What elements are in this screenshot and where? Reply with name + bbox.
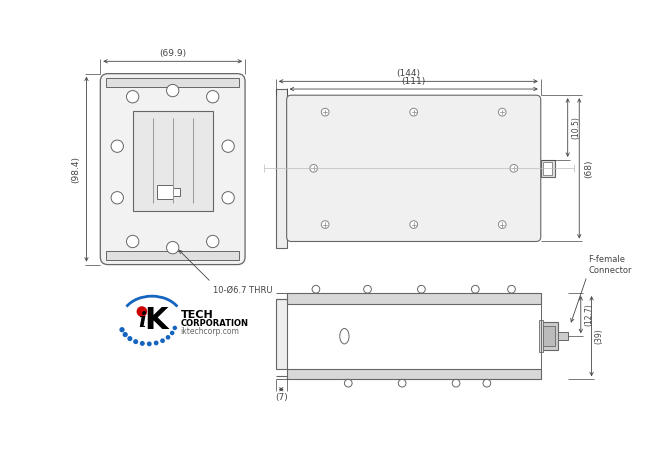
- Text: iktechcorp.com: iktechcorp.com: [180, 327, 239, 336]
- Text: F-female
Connector: F-female Connector: [589, 255, 632, 274]
- Bar: [286, 293, 541, 304]
- Bar: [157, 185, 173, 199]
- Bar: [276, 89, 286, 247]
- Circle shape: [134, 340, 137, 343]
- Circle shape: [206, 90, 219, 103]
- Circle shape: [127, 235, 139, 247]
- Circle shape: [137, 307, 147, 316]
- Circle shape: [472, 285, 479, 293]
- Text: K: K: [144, 306, 168, 336]
- Text: (7): (7): [275, 393, 288, 402]
- Circle shape: [510, 164, 517, 172]
- Circle shape: [321, 221, 329, 228]
- Text: (144): (144): [396, 69, 420, 78]
- Circle shape: [127, 90, 139, 103]
- Text: (111): (111): [402, 77, 426, 86]
- Circle shape: [321, 108, 329, 116]
- Circle shape: [120, 328, 124, 332]
- FancyBboxPatch shape: [286, 95, 541, 241]
- Text: (39): (39): [595, 329, 604, 344]
- Bar: [173, 188, 180, 196]
- Circle shape: [166, 241, 179, 254]
- Text: (10.5): (10.5): [571, 116, 580, 139]
- Circle shape: [206, 235, 219, 247]
- Bar: [557, 332, 569, 340]
- Text: (98.4): (98.4): [71, 156, 80, 183]
- Circle shape: [483, 379, 491, 387]
- Circle shape: [507, 285, 515, 293]
- Text: 10-Ø6.7 THRU: 10-Ø6.7 THRU: [212, 286, 272, 295]
- Bar: [541, 322, 557, 350]
- Circle shape: [410, 221, 418, 228]
- Bar: [107, 251, 239, 260]
- Circle shape: [310, 164, 318, 172]
- Circle shape: [498, 108, 506, 116]
- Circle shape: [111, 192, 123, 204]
- Circle shape: [123, 333, 127, 336]
- Circle shape: [410, 108, 418, 116]
- Bar: [107, 78, 239, 88]
- Bar: [133, 110, 212, 211]
- Circle shape: [498, 221, 506, 228]
- Circle shape: [222, 192, 234, 204]
- Circle shape: [364, 285, 372, 293]
- Circle shape: [312, 285, 320, 293]
- Circle shape: [148, 342, 151, 346]
- Circle shape: [418, 285, 426, 293]
- Text: (69.9): (69.9): [159, 49, 186, 58]
- Text: i: i: [138, 311, 146, 331]
- Bar: [543, 162, 552, 174]
- Circle shape: [128, 337, 132, 341]
- Circle shape: [166, 84, 179, 97]
- Text: (12.7): (12.7): [584, 303, 593, 326]
- Circle shape: [161, 339, 165, 343]
- Bar: [541, 160, 555, 177]
- Circle shape: [155, 341, 158, 345]
- Bar: [543, 326, 555, 346]
- Bar: [286, 369, 541, 379]
- Circle shape: [173, 326, 176, 329]
- Bar: [539, 320, 543, 352]
- Circle shape: [222, 140, 234, 152]
- Circle shape: [166, 336, 170, 339]
- Bar: [276, 299, 286, 369]
- Circle shape: [111, 140, 123, 152]
- Circle shape: [398, 379, 406, 387]
- Text: TECH: TECH: [180, 309, 213, 320]
- Text: CORPORATION: CORPORATION: [180, 319, 248, 328]
- Circle shape: [452, 379, 460, 387]
- Circle shape: [141, 342, 144, 345]
- Ellipse shape: [340, 329, 349, 344]
- Circle shape: [170, 331, 174, 335]
- Circle shape: [344, 379, 352, 387]
- FancyBboxPatch shape: [101, 74, 245, 265]
- Text: (68): (68): [584, 159, 593, 178]
